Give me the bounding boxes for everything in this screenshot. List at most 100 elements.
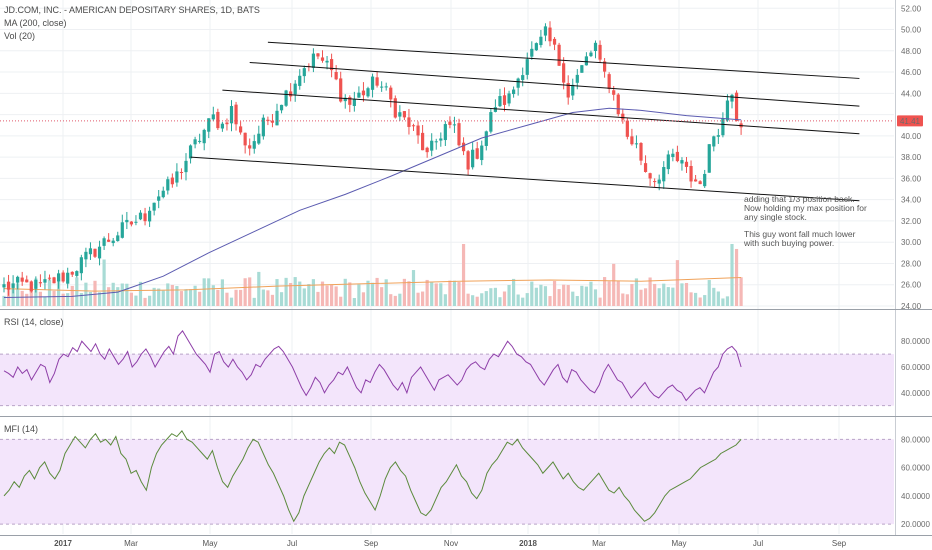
candle-body — [120, 222, 124, 238]
volume-bar — [293, 277, 297, 306]
rsi-pane[interactable] — [0, 330, 894, 407]
candle-body — [648, 173, 652, 179]
candle-body — [389, 87, 393, 100]
candle-body — [421, 132, 425, 151]
candle-body — [198, 140, 202, 142]
time-tick-label: Sep — [832, 539, 847, 548]
volume-bar — [552, 280, 557, 306]
candle-body — [175, 171, 179, 183]
volume-bar — [366, 280, 370, 306]
mfi-pane[interactable] — [0, 430, 894, 525]
volume-bar — [452, 280, 457, 306]
volume-bar — [507, 284, 511, 306]
volume-bar — [675, 260, 679, 306]
annotation-note[interactable]: adding that 1/3 position back. Now holdi… — [743, 194, 867, 248]
volume-bar — [607, 281, 611, 306]
candle-body — [325, 60, 329, 63]
time-axis[interactable]: 2017 Mar May Jul Sep Nov 2018 Mar May Jul Sep — [54, 539, 847, 548]
price-tick-label: 44.00 — [901, 89, 922, 98]
candle-body — [493, 107, 497, 112]
candle-body — [157, 196, 161, 201]
price-y-axis[interactable]: 24.00 26.00 28.00 30.00 32.00 34.00 36.00 38.00… — [901, 4, 922, 311]
legend-ma200[interactable]: MA (200, close) — [4, 18, 67, 28]
volume-bar — [648, 277, 652, 306]
chart-title: JD.COM, INC. - AMERICAN DEPOSITARY SHARE… — [4, 5, 260, 15]
candle-body — [261, 117, 265, 137]
legend-mfi[interactable]: MFI (14) — [4, 424, 38, 434]
price-tick-label: 40.00 — [901, 132, 922, 141]
volume-bar — [489, 288, 493, 306]
price-pane[interactable] — [0, 21, 894, 306]
volume-bar — [480, 293, 484, 306]
volume-bar — [643, 288, 648, 306]
candle-body — [475, 148, 479, 159]
volume-bar — [188, 289, 193, 306]
volume-bar — [593, 289, 598, 306]
volume-bar — [148, 295, 152, 306]
candle-body — [380, 86, 384, 88]
volume-bar — [75, 277, 79, 306]
candle-body — [612, 90, 616, 95]
volume-bar — [102, 259, 106, 306]
volume-bar — [234, 289, 238, 306]
volume-bar — [393, 295, 397, 306]
channel-lines[interactable] — [190, 41, 860, 202]
candle-body — [680, 160, 684, 164]
volume-ma-line — [3, 276, 742, 292]
candle-body — [70, 271, 74, 275]
volume-bar — [339, 296, 343, 306]
candle-body — [11, 283, 15, 288]
candle-body — [657, 179, 661, 184]
volume-bar — [461, 244, 466, 306]
volume-bar — [97, 292, 102, 306]
candle-body — [562, 63, 566, 83]
candle-body — [548, 27, 552, 42]
annotation-line-6: with such buying power. — [743, 238, 834, 248]
candle-body — [694, 179, 698, 182]
candle-body — [134, 221, 138, 223]
legend-rsi[interactable]: RSI (14, close) — [4, 317, 64, 327]
volume-bar — [457, 281, 461, 306]
time-tick-label: Jul — [287, 539, 297, 548]
volume-bar — [84, 282, 88, 306]
candle-body — [525, 59, 529, 75]
candle-body — [557, 44, 561, 66]
candle-body — [480, 145, 484, 161]
candle-body — [129, 221, 133, 225]
volume-bar — [320, 281, 325, 306]
candle-body — [179, 172, 184, 174]
candle-body — [584, 56, 588, 66]
mfi-y-axis[interactable]: 20.0000 40.0000 60.0000 80.0000 — [901, 435, 930, 529]
candle-body — [161, 190, 165, 198]
candle-body — [593, 42, 598, 52]
volume-bar — [248, 277, 252, 306]
volume-bar — [502, 291, 507, 306]
volume-bar — [16, 283, 20, 306]
volume-bar — [616, 281, 620, 306]
volume-bar — [411, 270, 416, 306]
candle-body — [621, 113, 625, 120]
candle-body — [348, 97, 352, 105]
candle-body — [298, 75, 302, 86]
volume-bar — [334, 286, 338, 306]
price-tick-label: 32.00 — [901, 217, 922, 226]
volume-bar — [261, 289, 265, 306]
channel-line — [190, 156, 860, 202]
rsi-y-axis[interactable]: 40.0000 60.0000 80.0000 — [901, 337, 930, 398]
candle-body — [411, 125, 416, 127]
candle-body — [684, 161, 689, 167]
candle-body — [461, 142, 466, 152]
volume-bar — [621, 293, 625, 306]
annotation-line-2: Now holding my max position for — [744, 203, 867, 213]
legend-volume[interactable]: Vol (20) — [4, 31, 35, 41]
volume-bar — [125, 283, 129, 306]
candle-body — [434, 141, 438, 143]
volume-bar — [289, 282, 293, 306]
volume-bar — [298, 281, 302, 306]
volume-bar — [739, 277, 743, 306]
candle-body — [516, 78, 520, 88]
candle-body — [571, 84, 575, 96]
volume-bar — [66, 293, 70, 306]
volume-bar — [25, 293, 29, 306]
